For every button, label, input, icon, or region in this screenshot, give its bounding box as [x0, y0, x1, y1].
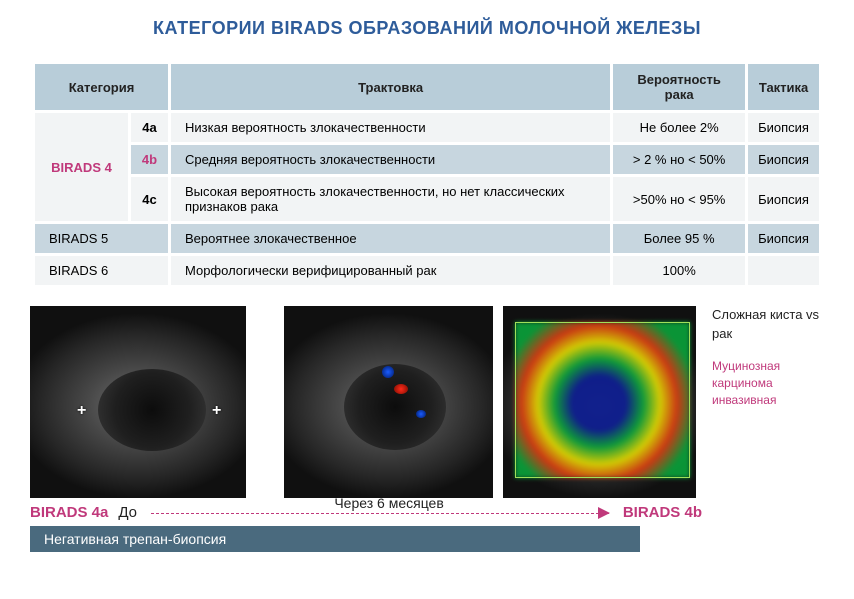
timeline-row: BIRADS 4a До Через 6 месяцев BIRADS 4b [0, 498, 854, 521]
side-labels: Сложная киста vs рак Муцинозная карцином… [706, 306, 824, 410]
cell-interp: Средняя вероятность злокачественности [170, 144, 612, 176]
lesion-shape [344, 364, 446, 450]
side-label-2: Муцинозная карцинома инвазивная [712, 358, 824, 410]
table-row: BIRADS 4 4a Низкая вероятность злокачест… [34, 112, 821, 144]
cell-tact: Биопсия [747, 112, 821, 144]
arrow-line-icon [151, 513, 609, 514]
cell-prob: Более 95 % [612, 223, 747, 255]
table-row: 4c Высокая вероятность злокачественности… [34, 176, 821, 223]
cell-interp: Морфологически верифицированный рак [170, 255, 612, 287]
arrow-head-icon [598, 507, 610, 519]
birads-after-label: BIRADS 4b [623, 504, 702, 521]
th-tactics: Тактика [747, 63, 821, 112]
before-word: До [118, 504, 137, 521]
elastography-frame [515, 322, 690, 478]
cell-cat5: BIRADS 5 [34, 223, 170, 255]
caliper-marker-icon: + [77, 402, 86, 420]
arrow-caption: Через 6 месяцев [334, 495, 443, 511]
birads-table: Категория Трактовка Вероятность рака Так… [32, 61, 822, 288]
birads-before-label: BIRADS 4a [30, 504, 108, 521]
ultrasound-image-elasto [503, 306, 696, 498]
lesion-shape [98, 369, 206, 451]
cell-sub: 4a [130, 112, 170, 144]
cell-prob: Не более 2% [612, 112, 747, 144]
th-probability: Вероятность рака [612, 63, 747, 112]
cell-tact: Биопсия [747, 144, 821, 176]
table-row: BIRADS 6 Морфологически верифицированный… [34, 255, 821, 287]
cell-prob: 100% [612, 255, 747, 287]
timeline-arrow: Через 6 месяцев [151, 511, 609, 515]
images-row: + + Сложная киста vs рак Муцинозная карц… [0, 306, 854, 498]
cell-interp: Вероятнее злокачественное [170, 223, 612, 255]
side-label-1: Сложная киста vs рак [712, 306, 824, 344]
table-row: 4b Средняя вероятность злокачественности… [34, 144, 821, 176]
cell-sub: 4c [130, 176, 170, 223]
caliper-marker-icon: + [212, 402, 221, 420]
cell-interp: Высокая вероятность злокачественности, н… [170, 176, 612, 223]
footer-bar: Негативная трепан-биопсия [30, 526, 640, 552]
cell-interp: Низкая вероятность злокачественности [170, 112, 612, 144]
cell-tact [747, 255, 821, 287]
cell-tact: Биопсия [747, 223, 821, 255]
cell-cat6: BIRADS 6 [34, 255, 170, 287]
th-category: Категория [34, 63, 170, 112]
cell-tact: Биопсия [747, 176, 821, 223]
ultrasound-image-doppler [284, 306, 493, 498]
table-row: BIRADS 5 Вероятнее злокачественное Более… [34, 223, 821, 255]
page-title: КАТЕГОРИИ BIRADS ОБРАЗОВАНИЙ МОЛОЧНОЙ ЖЕ… [0, 0, 854, 61]
cell-cat4: BIRADS 4 [34, 112, 130, 223]
cell-prob: >50% но < 95% [612, 176, 747, 223]
cell-sub: 4b [130, 144, 170, 176]
ultrasound-image-before: + + [30, 306, 246, 498]
table-header-row: Категория Трактовка Вероятность рака Так… [34, 63, 821, 112]
th-interpretation: Трактовка [170, 63, 612, 112]
cell-prob: > 2 % но < 50% [612, 144, 747, 176]
timeline-left: BIRADS 4a До [30, 504, 137, 521]
